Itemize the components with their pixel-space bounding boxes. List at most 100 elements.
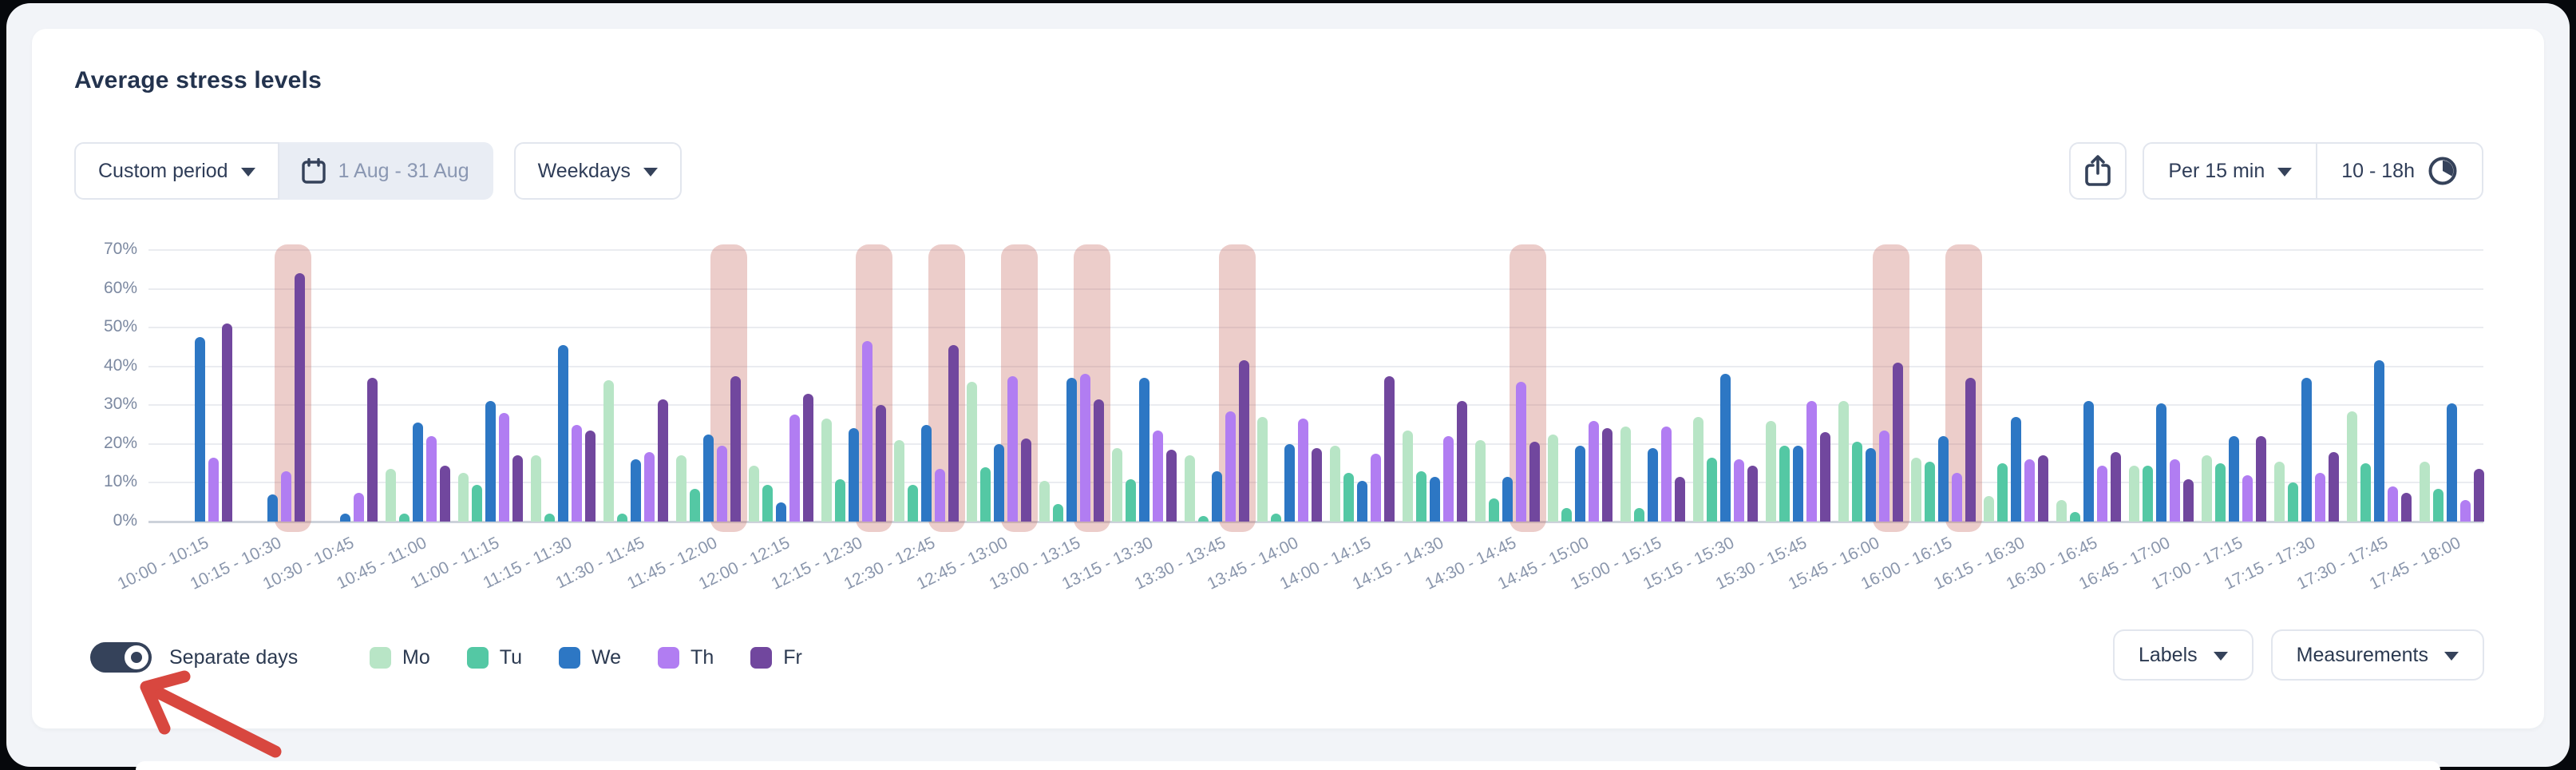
bar-th-6[interactable] [644, 451, 655, 522]
bar-fr-13[interactable] [1166, 450, 1177, 522]
bar-fr-6[interactable] [658, 399, 668, 522]
bar-tu-22[interactable] [1779, 446, 1790, 522]
bar-fr-7[interactable] [730, 375, 741, 522]
bar-we-2[interactable] [340, 514, 350, 522]
bar-mo-19[interactable] [1548, 434, 1558, 522]
bar-fr-18[interactable] [1529, 442, 1540, 522]
bar-fr-16[interactable] [1384, 375, 1395, 522]
bar-we-27[interactable] [2156, 403, 2166, 522]
bar-mo-9[interactable] [821, 419, 832, 522]
bar-th-2[interactable] [354, 492, 364, 522]
bar-tu-5[interactable] [544, 514, 555, 522]
bar-we-5[interactable] [558, 345, 568, 522]
bar-mo-12[interactable] [1039, 481, 1050, 522]
bar-fr-0[interactable] [222, 323, 232, 522]
bar-mo-17[interactable] [1403, 430, 1413, 522]
bar-th-21[interactable] [1734, 459, 1744, 522]
bar-fr-28[interactable] [2256, 436, 2266, 522]
legend-item-mo[interactable]: Mo [370, 646, 430, 669]
bar-mo-30[interactable] [2347, 411, 2357, 522]
bar-mo-15[interactable] [1257, 416, 1268, 522]
bar-mo-11[interactable] [967, 382, 977, 522]
bar-we-24[interactable] [1938, 436, 1949, 522]
bar-we-16[interactable] [1357, 481, 1367, 522]
bar-fr-3[interactable] [440, 465, 450, 522]
bar-we-9[interactable] [849, 428, 859, 522]
bar-tu-19[interactable] [1561, 508, 1572, 522]
bar-tu-10[interactable] [908, 484, 918, 522]
bar-tu-13[interactable] [1126, 478, 1136, 522]
bar-we-7[interactable] [703, 434, 714, 522]
bar-tu-9[interactable] [835, 478, 845, 522]
bar-th-28[interactable] [2242, 474, 2253, 522]
bar-mo-28[interactable] [2202, 455, 2212, 522]
bar-fr-19[interactable] [1602, 428, 1612, 522]
bar-fr-2[interactable] [367, 378, 378, 522]
legend-item-fr[interactable]: Fr [750, 646, 802, 669]
bar-th-16[interactable] [1371, 454, 1381, 522]
legend-item-tu[interactable]: Tu [466, 646, 522, 669]
bar-tu-25[interactable] [1997, 463, 2008, 522]
share-button[interactable] [2069, 142, 2127, 200]
legend-item-th[interactable]: Th [658, 646, 714, 669]
date-range-field[interactable]: 1 Aug - 31 Aug [277, 142, 493, 200]
bar-th-20[interactable] [1661, 427, 1672, 522]
bar-we-12[interactable] [1066, 378, 1077, 522]
bar-we-10[interactable] [921, 424, 932, 522]
bar-fr-26[interactable] [2111, 451, 2121, 522]
bar-we-6[interactable] [631, 459, 641, 522]
bar-we-17[interactable] [1430, 477, 1440, 522]
bar-mo-18[interactable] [1475, 440, 1486, 522]
bar-mo-7[interactable] [676, 455, 687, 522]
bar-mo-5[interactable] [531, 455, 541, 522]
bar-th-27[interactable] [2170, 459, 2180, 522]
separate-days-toggle[interactable] [90, 642, 152, 673]
bar-mo-6[interactable] [603, 379, 614, 522]
bar-fr-24[interactable] [1965, 378, 1976, 522]
bar-th-26[interactable] [2097, 465, 2107, 522]
weekdays-dropdown[interactable]: Weekdays [513, 142, 682, 200]
bar-mo-26[interactable] [2056, 500, 2067, 522]
bar-mo-29[interactable] [2274, 461, 2285, 522]
bar-mo-27[interactable] [2129, 465, 2139, 522]
bar-th-15[interactable] [1298, 419, 1308, 522]
bar-tu-11[interactable] [980, 467, 991, 522]
bar-we-4[interactable] [485, 401, 496, 522]
bar-th-29[interactable] [2315, 473, 2325, 522]
bar-mo-16[interactable] [1330, 446, 1340, 522]
bar-mo-23[interactable] [1838, 401, 1849, 522]
bar-tu-20[interactable] [1634, 508, 1644, 522]
bar-th-7[interactable] [717, 446, 727, 522]
bar-fr-14[interactable] [1239, 360, 1249, 522]
bar-we-0[interactable] [195, 337, 205, 522]
bar-fr-15[interactable] [1312, 447, 1322, 522]
bar-tu-23[interactable] [1852, 442, 1862, 522]
interval-dropdown[interactable]: Per 15 min [2144, 144, 2316, 198]
bar-fr-4[interactable] [512, 455, 523, 522]
bar-tu-21[interactable] [1707, 457, 1717, 522]
bar-we-31[interactable] [2447, 403, 2457, 522]
bar-we-15[interactable] [1284, 443, 1295, 522]
bar-we-18[interactable] [1502, 477, 1513, 522]
bar-we-28[interactable] [2229, 436, 2239, 522]
bar-fr-29[interactable] [2329, 451, 2339, 522]
measurements-dropdown[interactable]: Measurements [2270, 629, 2484, 681]
bar-tu-26[interactable] [2070, 511, 2080, 522]
bar-we-30[interactable] [2374, 360, 2384, 522]
bar-mo-22[interactable] [1766, 420, 1776, 522]
bar-fr-9[interactable] [876, 405, 886, 522]
bar-mo-8[interactable] [749, 465, 759, 522]
bar-tu-28[interactable] [2215, 463, 2226, 522]
bar-mo-24[interactable] [1911, 457, 1921, 522]
bar-tu-6[interactable] [617, 514, 627, 522]
bar-th-30[interactable] [2388, 486, 2398, 522]
bar-tu-16[interactable] [1343, 473, 1354, 522]
bar-we-11[interactable] [994, 443, 1004, 522]
bar-th-1[interactable] [281, 470, 291, 522]
bar-we-13[interactable] [1139, 378, 1150, 522]
bar-mo-4[interactable] [458, 473, 469, 522]
bar-fr-22[interactable] [1820, 432, 1830, 522]
custom-period-dropdown[interactable]: Custom period [74, 142, 279, 200]
bar-tu-30[interactable] [2360, 463, 2371, 522]
bar-fr-31[interactable] [2474, 469, 2484, 522]
